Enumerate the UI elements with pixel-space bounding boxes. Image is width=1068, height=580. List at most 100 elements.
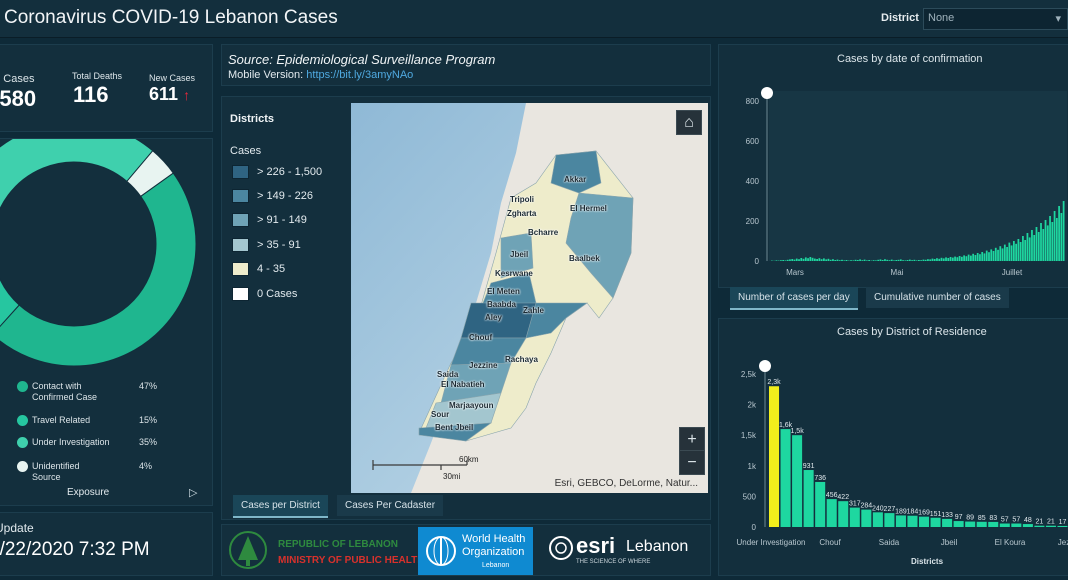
date-bar[interactable] bbox=[820, 259, 823, 261]
donut-slice[interactable] bbox=[0, 139, 154, 236]
date-bar[interactable] bbox=[1017, 239, 1020, 261]
date-bar[interactable] bbox=[868, 260, 871, 261]
date-bar[interactable] bbox=[897, 259, 900, 261]
district-bar[interactable] bbox=[872, 512, 883, 527]
date-bar[interactable] bbox=[863, 259, 866, 261]
date-bar[interactable] bbox=[784, 260, 787, 261]
next-arrow-icon[interactable]: ▷ bbox=[189, 487, 198, 499]
date-bar[interactable] bbox=[856, 260, 859, 261]
date-bar[interactable] bbox=[1008, 242, 1011, 261]
date-bar[interactable] bbox=[958, 256, 961, 261]
date-bar[interactable] bbox=[949, 257, 952, 261]
date-bar[interactable] bbox=[965, 256, 968, 261]
date-bar[interactable] bbox=[789, 259, 791, 261]
date-bar[interactable] bbox=[960, 256, 963, 261]
date-bar[interactable] bbox=[967, 254, 970, 261]
map-district-label[interactable]: Jezzine bbox=[469, 361, 498, 370]
map-district-label[interactable]: Bent Jbeil bbox=[435, 423, 474, 432]
date-bar[interactable] bbox=[775, 260, 778, 261]
date-bar[interactable] bbox=[1051, 222, 1054, 261]
district-bar[interactable] bbox=[815, 481, 826, 527]
date-bar[interactable] bbox=[795, 258, 798, 261]
date-bar[interactable] bbox=[800, 258, 803, 261]
exposure-legend-item[interactable]: Under Investigation bbox=[17, 437, 110, 449]
tab-cases-per-district[interactable]: Cases per District bbox=[233, 495, 328, 518]
exposure-legend-item[interactable]: Contact with Confirmed Case bbox=[17, 381, 97, 402]
district-bar[interactable] bbox=[919, 516, 930, 527]
district-bar[interactable] bbox=[999, 523, 1010, 527]
date-bar[interactable] bbox=[1003, 244, 1006, 261]
date-bar[interactable] bbox=[929, 259, 932, 261]
map-district-label[interactable]: Zgharta bbox=[507, 209, 537, 218]
tab-cases-per-day[interactable]: Number of cases per day bbox=[730, 287, 858, 310]
date-bar[interactable] bbox=[945, 257, 947, 261]
date-bar[interactable] bbox=[963, 255, 965, 261]
district-bar[interactable] bbox=[1011, 523, 1022, 527]
district-bar[interactable] bbox=[976, 521, 987, 527]
date-bar[interactable] bbox=[942, 258, 945, 261]
date-bar[interactable] bbox=[1028, 237, 1031, 261]
date-bar[interactable] bbox=[924, 259, 927, 261]
date-bar[interactable] bbox=[780, 260, 782, 261]
date-bar[interactable] bbox=[1015, 243, 1018, 261]
date-bar[interactable] bbox=[877, 259, 880, 261]
date-bar[interactable] bbox=[843, 260, 846, 261]
date-bar[interactable] bbox=[825, 259, 828, 261]
date-bar[interactable] bbox=[983, 253, 986, 261]
map-district-label[interactable]: Kesrwane bbox=[495, 269, 533, 278]
date-bar[interactable] bbox=[906, 260, 909, 261]
date-bar[interactable] bbox=[845, 260, 848, 261]
date-bar[interactable] bbox=[933, 259, 936, 261]
exposure-legend-item[interactable]: Unidentified Source bbox=[17, 461, 80, 482]
date-bar[interactable] bbox=[1053, 211, 1056, 261]
district-bar[interactable] bbox=[838, 501, 849, 527]
map-district-label[interactable]: Sour bbox=[431, 410, 450, 419]
map-district-label[interactable]: Rachaya bbox=[505, 355, 538, 364]
date-bar[interactable] bbox=[1024, 240, 1027, 261]
date-bar[interactable] bbox=[852, 260, 855, 261]
map-district-label[interactable]: Baabda bbox=[487, 300, 516, 309]
date-bar[interactable] bbox=[1055, 218, 1058, 261]
map-canvas[interactable]: Akkar Tripoli Zgharta El Hermel Bcharre Jbeil… bbox=[351, 103, 708, 493]
district-bar[interactable] bbox=[884, 513, 895, 527]
zoom-in-button[interactable]: + bbox=[679, 427, 705, 452]
map-district-label[interactable]: Akkar bbox=[564, 175, 587, 184]
date-bar[interactable] bbox=[920, 260, 923, 261]
date-bar[interactable] bbox=[841, 259, 843, 261]
district-bar[interactable] bbox=[769, 386, 780, 527]
date-bar[interactable] bbox=[1040, 223, 1042, 261]
date-bar[interactable] bbox=[807, 258, 809, 261]
date-bar[interactable] bbox=[976, 253, 979, 261]
date-bar[interactable] bbox=[782, 260, 785, 261]
map-district-label[interactable]: Chouf bbox=[469, 333, 493, 342]
district-bar[interactable] bbox=[861, 509, 872, 527]
date-bar[interactable] bbox=[834, 260, 837, 261]
district-bar[interactable] bbox=[930, 517, 941, 527]
date-bar[interactable] bbox=[918, 260, 920, 261]
date-bar[interactable] bbox=[1019, 242, 1022, 261]
date-bar[interactable] bbox=[881, 260, 884, 261]
date-bar[interactable] bbox=[1001, 248, 1004, 261]
date-bar[interactable] bbox=[816, 259, 818, 261]
range-slider-handle[interactable] bbox=[759, 360, 771, 372]
map-district-label[interactable]: Zahle bbox=[523, 306, 544, 315]
date-bar[interactable] bbox=[974, 255, 977, 261]
date-bar[interactable] bbox=[938, 258, 941, 261]
range-slider-handle[interactable] bbox=[761, 87, 773, 99]
date-bar[interactable] bbox=[1062, 201, 1065, 261]
date-bar[interactable] bbox=[913, 259, 916, 261]
map-district-label[interactable]: El Hermel bbox=[570, 204, 607, 213]
district-bar[interactable] bbox=[1057, 525, 1068, 527]
date-bar[interactable] bbox=[798, 259, 800, 261]
district-bar[interactable] bbox=[1045, 525, 1056, 527]
district-bar[interactable] bbox=[1022, 524, 1033, 527]
date-bar[interactable] bbox=[884, 259, 886, 261]
date-bar[interactable] bbox=[947, 258, 950, 261]
date-bar[interactable] bbox=[827, 258, 830, 261]
date-bar[interactable] bbox=[865, 260, 868, 261]
district-bar[interactable] bbox=[953, 521, 964, 527]
date-bar[interactable] bbox=[1044, 220, 1047, 261]
district-bar[interactable] bbox=[1034, 525, 1045, 527]
date-bar[interactable] bbox=[988, 252, 990, 261]
date-bar[interactable] bbox=[850, 260, 852, 261]
